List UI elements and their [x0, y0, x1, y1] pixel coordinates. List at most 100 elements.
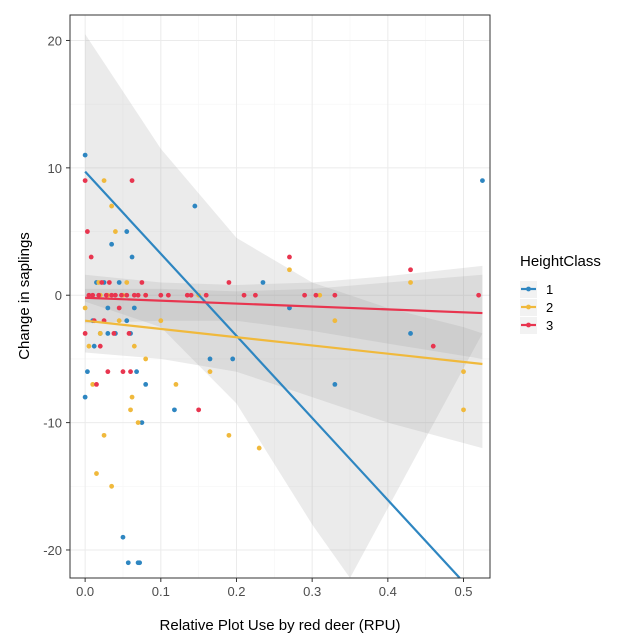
data-point-class-3	[226, 280, 232, 285]
data-point-class-3	[99, 280, 105, 285]
x-axis-label: Relative Plot Use by red deer (RPU)	[160, 617, 401, 634]
data-point-class-3	[253, 292, 258, 298]
y-tick-label: -20	[43, 543, 62, 558]
data-point-class-3	[96, 292, 102, 298]
legend-key-point-3	[526, 322, 531, 328]
data-point-class-1	[207, 356, 213, 362]
data-point-class-3	[158, 292, 164, 298]
data-point-class-2	[256, 445, 262, 451]
data-point-class-3	[143, 292, 149, 298]
data-point-class-1	[85, 369, 90, 375]
data-point-class-2	[158, 318, 164, 324]
data-point-class-2	[173, 381, 179, 387]
data-point-class-3	[188, 292, 194, 298]
data-point-class-2	[287, 267, 292, 273]
data-point-class-1	[131, 305, 137, 311]
data-point-class-3	[131, 292, 137, 298]
data-point-class-2	[94, 471, 99, 476]
data-point-class-3	[128, 369, 133, 375]
data-point-class-2	[131, 343, 137, 349]
data-point-class-3	[430, 343, 436, 349]
data-point-class-3	[203, 292, 209, 298]
data-point-class-3	[119, 292, 124, 298]
x-tick-label: 0.0	[76, 584, 94, 599]
data-point-class-1	[125, 560, 131, 566]
x-tick-label: 0.5	[454, 584, 472, 599]
trend-lines	[84, 170, 483, 579]
legend-label-1: 1	[546, 282, 553, 297]
data-point-class-1	[192, 203, 198, 209]
data-point-class-1	[172, 407, 177, 413]
data-point-class-1	[260, 280, 266, 285]
data-point-class-2	[135, 420, 141, 426]
data-point-class-2	[317, 292, 323, 298]
data-point-class-3	[126, 331, 132, 336]
data-point-class-2	[332, 318, 338, 324]
data-point-class-1	[82, 152, 88, 158]
data-point-class-2	[461, 369, 466, 375]
data-point-class-3	[241, 292, 247, 298]
data-point-class-3	[165, 292, 171, 298]
data-point-class-1	[124, 318, 130, 324]
data-point-class-1	[332, 381, 338, 387]
data-point-class-2	[97, 331, 103, 336]
data-point-class-2	[129, 394, 135, 400]
data-point-class-1	[134, 369, 139, 375]
y-tick-label: 20	[48, 33, 62, 48]
data-point-class-3	[88, 254, 94, 260]
data-point-class-3	[94, 381, 99, 387]
data-point-class-2	[207, 369, 213, 375]
trend-line-2	[85, 319, 483, 366]
data-point-class-3	[120, 369, 126, 375]
confidence-band-3	[85, 265, 483, 359]
legend-title: HeightClass	[520, 253, 601, 270]
data-point-class-2	[101, 432, 107, 438]
data-point-class-3	[85, 229, 90, 234]
y-tick-label: -10	[43, 416, 62, 431]
data-point-class-3	[408, 267, 413, 273]
data-point-class-2	[461, 407, 466, 413]
data-point-class-3	[124, 292, 130, 298]
data-point-class-3	[184, 292, 190, 298]
data-point-class-3	[113, 292, 118, 298]
data-point-class-2	[90, 381, 96, 387]
data-point-class-3	[86, 292, 92, 298]
data-point-class-3	[106, 280, 112, 285]
data-point-class-1	[109, 241, 115, 247]
data-point-class-2	[143, 356, 149, 362]
data-point-class-1	[120, 534, 126, 540]
data-point-class-3	[302, 292, 307, 298]
data-point-class-2	[124, 280, 130, 285]
data-point-class-1	[124, 229, 130, 234]
data-point-class-3	[135, 292, 141, 298]
y-tick-label: 10	[48, 161, 62, 176]
data-point-class-3	[109, 292, 115, 298]
data-point-class-3	[476, 292, 482, 298]
x-tick-label: 0.2	[227, 584, 245, 599]
data-point-class-2	[109, 483, 115, 489]
data-point-class-3	[139, 280, 145, 285]
data-point-class-1	[82, 394, 88, 400]
data-point-class-1	[137, 560, 143, 566]
data-point-class-2	[109, 203, 115, 209]
data-point-class-3	[287, 254, 292, 260]
legend-key-point-1	[526, 286, 531, 292]
data-point-class-3	[82, 178, 88, 183]
confidence-band-2	[85, 274, 483, 449]
data-point-class-2	[113, 229, 118, 234]
data-point-class-1	[480, 178, 485, 183]
x-axis: 0.0 0.1 0.2 0.3 0.4 0.5	[76, 578, 473, 599]
data-point-class-3	[196, 407, 202, 413]
data-point-class-2	[128, 407, 133, 413]
data-point-class-2	[226, 432, 232, 438]
data-point-class-1	[408, 331, 413, 336]
plot-panel-border	[69, 14, 491, 579]
data-point-class-3	[97, 343, 103, 349]
data-point-class-1	[143, 381, 149, 387]
data-point-class-3	[111, 331, 117, 336]
data-point-class-2	[408, 280, 413, 285]
data-point-class-1	[105, 331, 111, 336]
data-point-class-1	[116, 280, 122, 285]
legend-label-3: 3	[546, 318, 553, 333]
